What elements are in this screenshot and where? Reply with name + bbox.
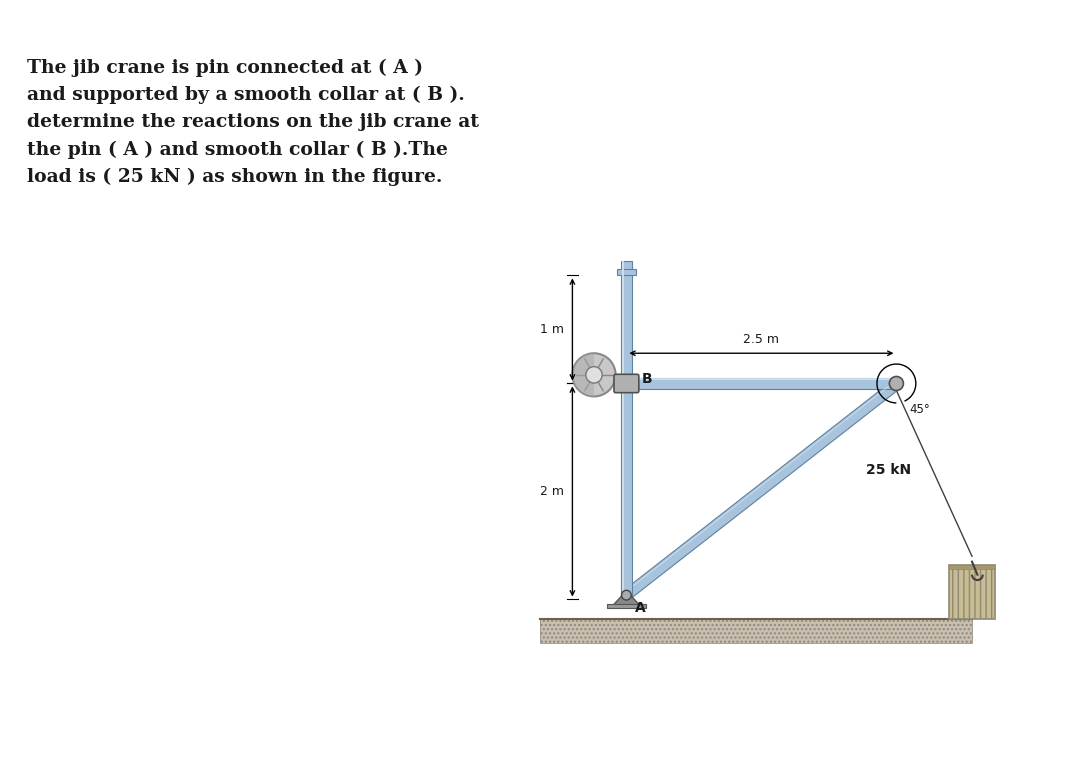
Text: 1 m: 1 m (540, 323, 564, 336)
Bar (607, 604, 646, 608)
Bar (621, 262, 632, 605)
Bar (540, 619, 972, 643)
Text: 25 kN: 25 kN (866, 463, 912, 477)
Text: 2.5 m: 2.5 m (743, 333, 780, 346)
Text: 2 m: 2 m (540, 485, 564, 498)
Bar (540, 619, 972, 643)
Polygon shape (624, 385, 890, 593)
Bar (949, 565, 995, 619)
Text: B: B (642, 372, 652, 386)
FancyBboxPatch shape (613, 374, 638, 393)
Bar (626, 378, 896, 390)
Bar (617, 269, 636, 276)
Text: 45°: 45° (909, 403, 930, 416)
Circle shape (585, 367, 603, 383)
Circle shape (572, 353, 616, 397)
Polygon shape (613, 590, 639, 605)
Circle shape (890, 376, 903, 390)
Wedge shape (572, 353, 594, 397)
Text: A: A (635, 601, 646, 615)
Bar (949, 565, 995, 569)
Circle shape (622, 590, 631, 600)
Text: The jib crane is pin connected at ( A )
and supported by a smooth collar at ( B : The jib crane is pin connected at ( A ) … (27, 58, 480, 186)
Polygon shape (623, 383, 895, 599)
Bar (622, 262, 624, 605)
Bar (626, 378, 896, 380)
